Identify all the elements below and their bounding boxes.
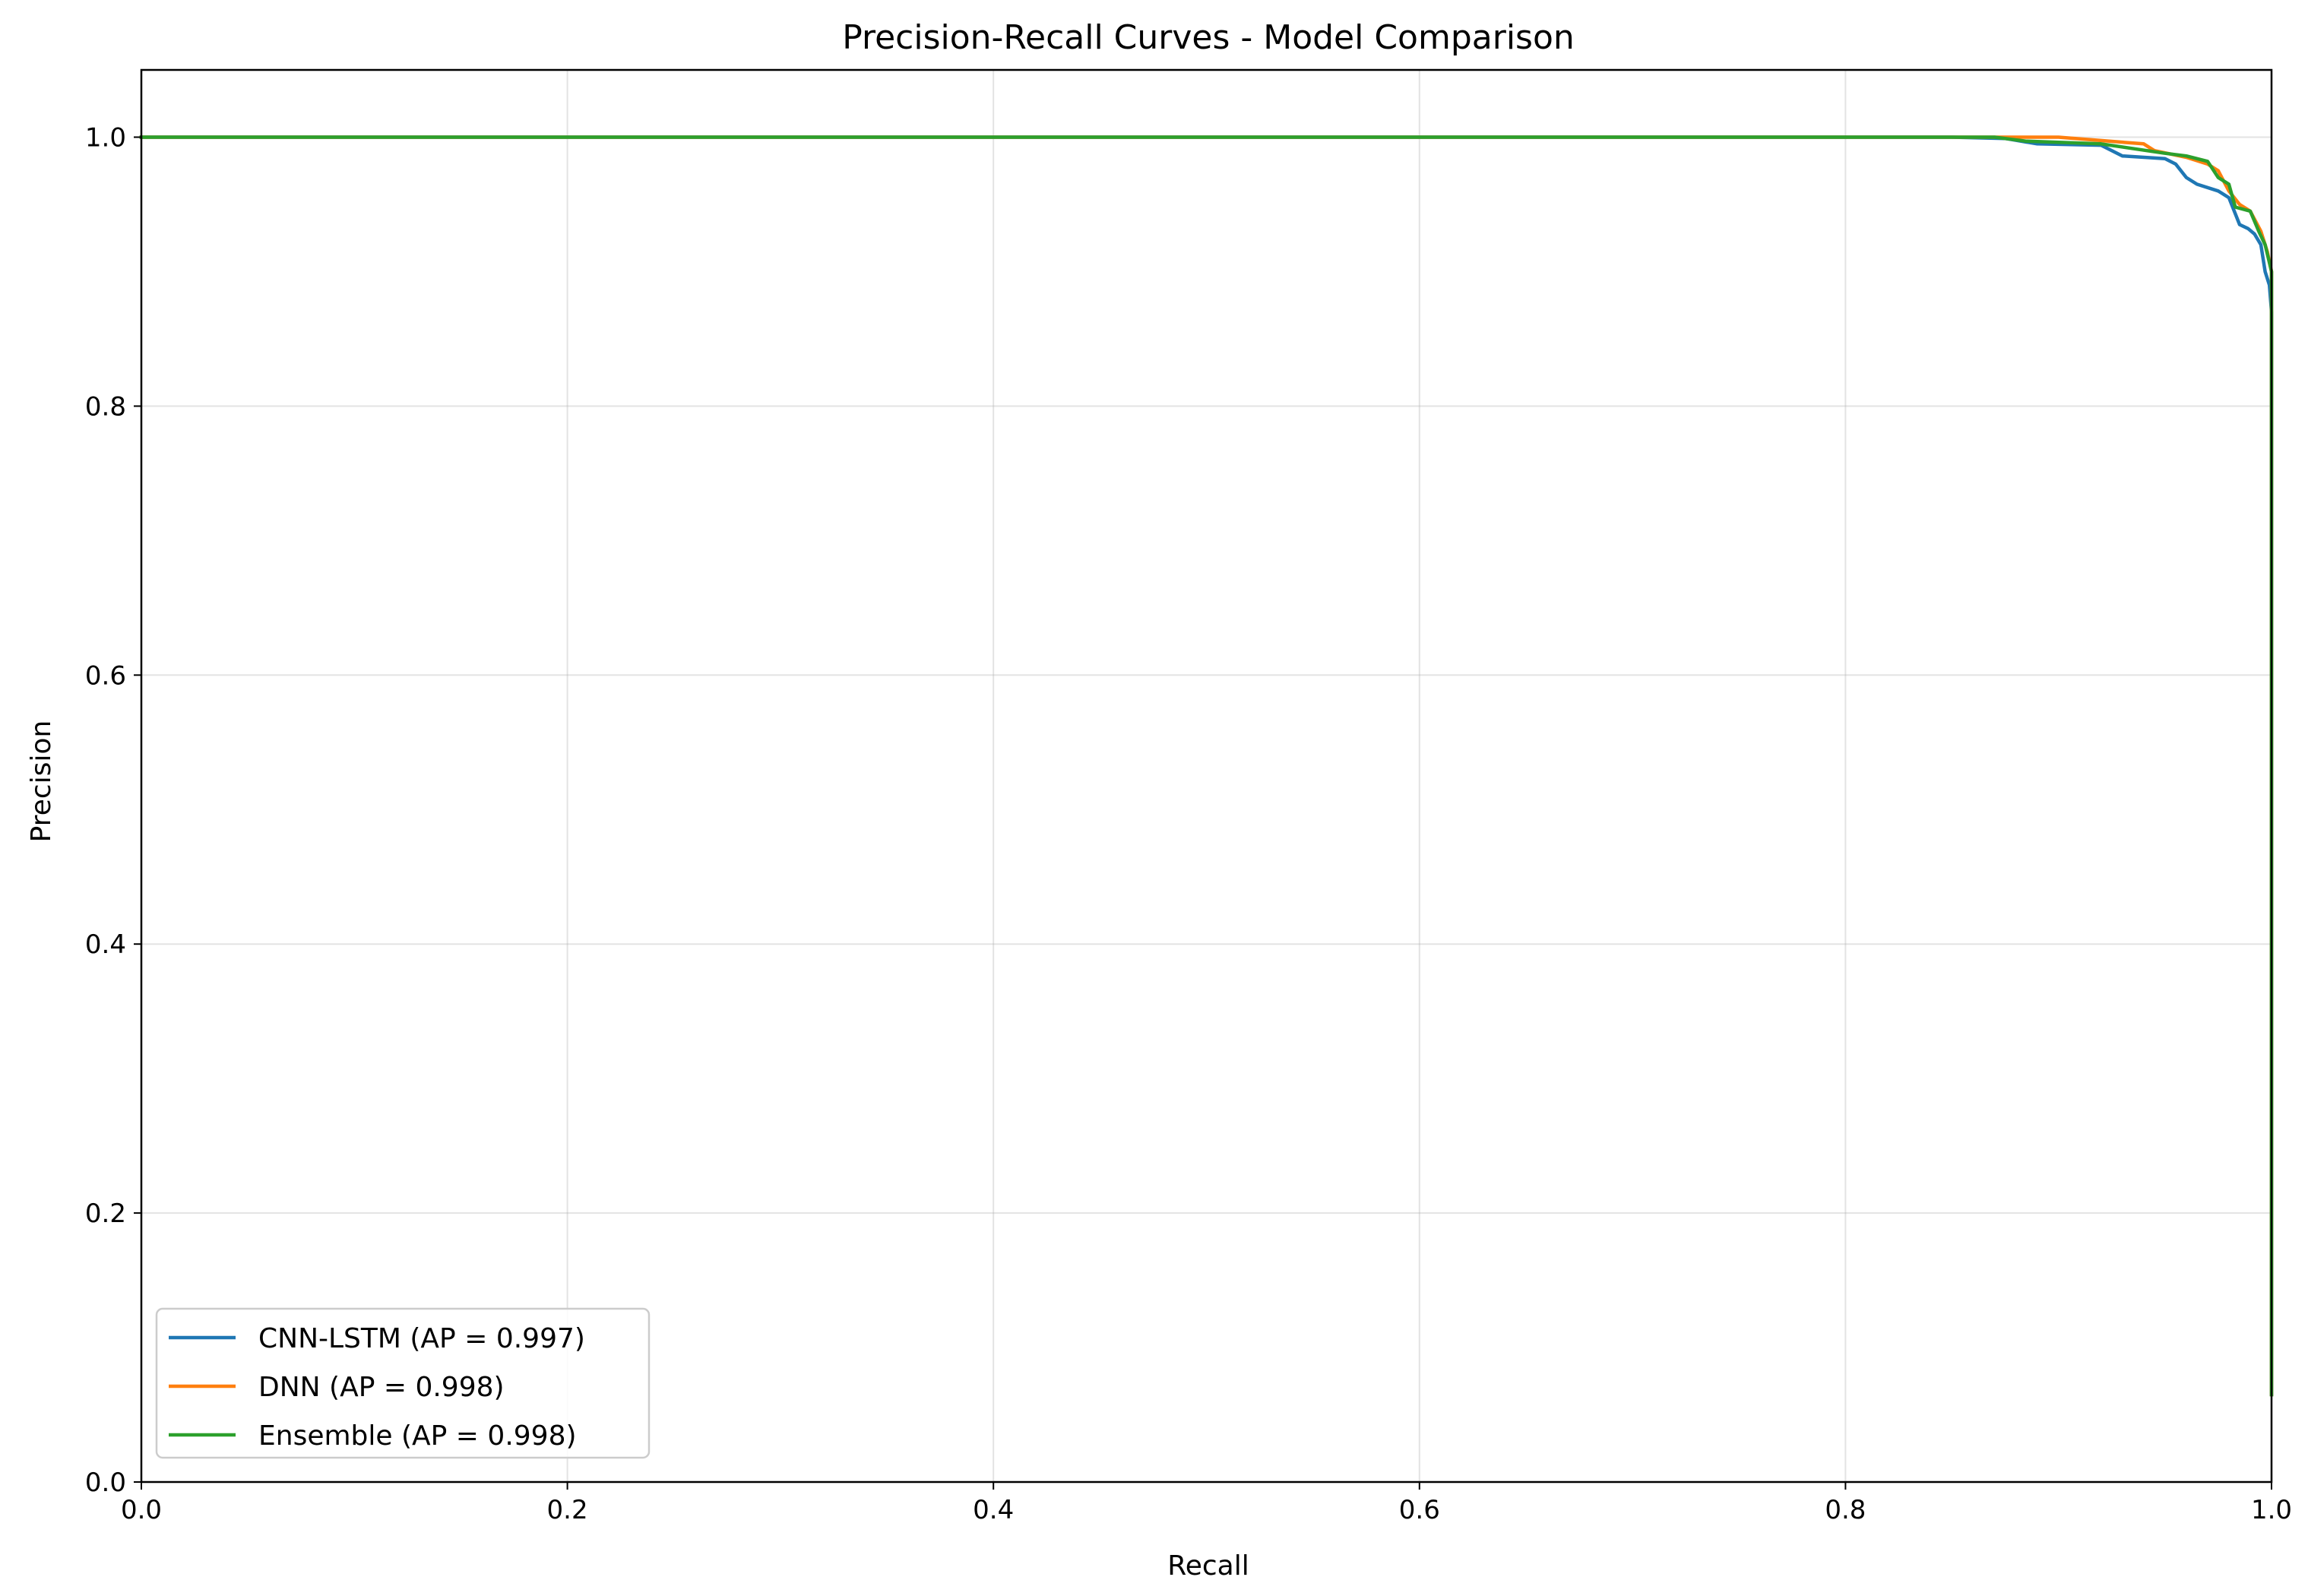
legend: CNN-LSTM (AP = 0.997) DNN (AP = 0.998) Ens…	[155, 1307, 651, 1459]
y-tick-label: 1.0	[85, 122, 126, 153]
series-line-2	[139, 135, 2274, 1397]
x-tick-label: 0.8	[1825, 1495, 1866, 1525]
plot-frame	[140, 68, 2273, 1484]
legend-label-2: Ensemble (AP = 0.998)	[258, 1420, 577, 1452]
x-tick-label: 1.0	[2251, 1495, 2292, 1525]
y-axis-title: Precision	[26, 720, 57, 843]
legend-box	[155, 1307, 651, 1459]
y-tick-label: 0.4	[85, 929, 126, 960]
series-line-0	[139, 135, 2274, 1397]
grid-lines	[141, 70, 2272, 1483]
y-axis-ticks: 0.0 0.2 0.4 0.6 0.8 1.0	[85, 122, 141, 1498]
y-tick-label: 0.0	[85, 1468, 126, 1498]
x-tick-label: 0.0	[121, 1495, 162, 1525]
x-axis-title: Recall	[1167, 1550, 1249, 1582]
x-tick-label: 0.6	[1399, 1495, 1440, 1525]
legend-label-1: DNN (AP = 0.998)	[258, 1372, 505, 1403]
x-tick-label: 0.4	[973, 1495, 1014, 1525]
y-tick-label: 0.8	[85, 391, 126, 422]
y-tick-label: 0.2	[85, 1199, 126, 1229]
x-axis-ticks: 0.0 0.2 0.4 0.6 0.8 1.0	[121, 1482, 2292, 1525]
legend-entries: CNN-LSTM (AP = 0.997) DNN (AP = 0.998) Ens…	[169, 1323, 585, 1452]
x-tick-label: 0.2	[547, 1495, 588, 1525]
series-lines	[139, 135, 2274, 1397]
chart-title: Precision-Recall Curves - Model Comparis…	[842, 18, 1575, 57]
y-tick-label: 0.6	[85, 660, 126, 691]
legend-label-0: CNN-LSTM (AP = 0.997)	[258, 1323, 585, 1354]
